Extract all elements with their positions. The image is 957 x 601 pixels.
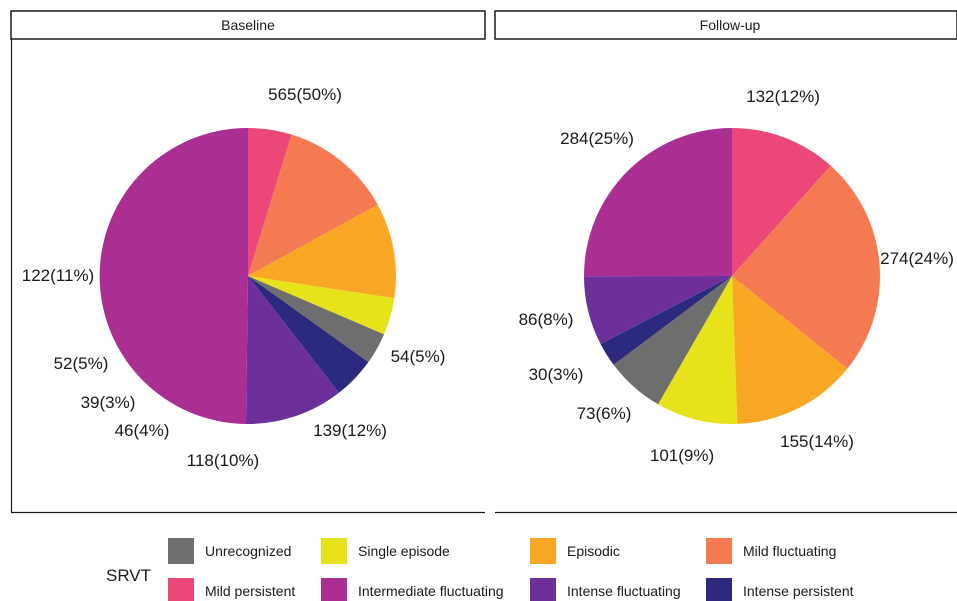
legend-label-mild-persistent: Mild persistent [205,583,295,599]
legend-key-intermediate-fluctuating [321,578,347,601]
pie-slice-follow-up-mild-persistent [732,128,831,276]
slice-label-follow-up-mild-fluctuating: 274(24%) [880,249,954,268]
legend-key-unrecognized [168,538,194,564]
pie-follow-up [583,128,880,424]
legend-label-single-episode: Single episode [358,543,450,559]
pie-slice-baseline-single-episode [248,276,395,335]
panel-follow-up-title: Follow-up [700,17,761,33]
legend-items: Unrecognized Single episode Episodic Mild f… [168,538,854,601]
slice-label-baseline-episodic: 118(10%) [187,451,259,470]
legend-key-episodic [530,538,556,564]
pie-slice-follow-up-episodic [732,276,848,424]
panel-baseline: Baseline 54(5%) 139(12%) 118(10%) 46(4%) 39(… [10,10,486,514]
legend-label-intermediate-fluctuating: Intermediate fluctuating [358,583,504,599]
legend-label-intense-persistent: Intense persistent [743,583,854,599]
slice-label-follow-up-intense-persistent: 30(3%) [529,365,584,384]
pie-slice-baseline-mild-persistent [248,128,292,276]
slice-label-baseline-intense-persistent: 52(5%) [54,354,109,373]
slice-label-follow-up-single-episode: 101(9%) [650,446,714,465]
pie-slice-baseline-intense-persistent [248,276,369,393]
legend-key-mild-persistent [168,578,194,601]
panel-baseline-title: Baseline [221,17,275,33]
slice-label-baseline-single-episode: 46(4%) [115,421,170,440]
slice-label-follow-up-unrecognized: 73(6%) [577,404,632,423]
legend-key-intense-fluctuating [530,578,556,601]
panel-follow-up-strip [494,10,957,40]
slice-label-baseline-unrecognized: 39(3%) [81,393,136,412]
slice-label-follow-up-intense-fluctuating: 86(8%) [519,310,574,329]
legend-key-mild-fluctuating [706,538,732,564]
panel-follow-up: Follow-up 132(12%) 274(24%) 155(14%) 101(9%… [494,10,957,514]
legend-label-episodic: Episodic [567,543,620,559]
legend-label-intense-fluctuating: Intense fluctuating [567,583,681,599]
legend-label-unrecognized: Unrecognized [205,543,291,559]
pie-slice-follow-up-intermediate-fluctuating [583,128,732,277]
pie-slice-baseline-unrecognized [248,276,384,363]
pie-slice-follow-up-intense-fluctuating [584,276,732,345]
panel-baseline-strip [10,10,486,40]
pie-slice-baseline-intense-fluctuating [245,276,339,425]
pie-slice-follow-up-intense-persistent [600,276,732,365]
slice-label-follow-up-episodic: 155(14%) [780,432,854,451]
slice-label-baseline-mild-fluctuating: 139(12%) [313,421,387,440]
slice-label-baseline-mild-persistent: 54(5%) [391,347,446,366]
legend-key-single-episode [321,538,347,564]
legend-key-intense-persistent [706,578,732,601]
pie-slice-follow-up-single-episode [658,276,738,424]
pie-slice-baseline-episodic [248,204,396,299]
legend-title: SRVT [106,566,151,585]
legend-label-mild-fluctuating: Mild fluctuating [743,543,836,559]
pie-slice-baseline-intermediate-fluctuating [99,127,248,424]
pie-slice-follow-up-unrecognized [613,276,732,405]
slice-label-baseline-intermediate-fluctuating: 565(50%) [268,85,342,104]
pie-baseline [99,127,396,425]
slice-label-follow-up-intermediate-fluctuating: 284(25%) [560,129,634,148]
pie-baseline-labels: 54(5%) 139(12%) 118(10%) 46(4%) 39(3%) 52(5%)… [22,85,446,470]
pie-slice-follow-up-mild-fluctuating [732,165,880,369]
legend: SRVT Unrecognized Single episode Episodic M… [106,538,854,601]
slice-label-follow-up-mild-persistent: 132(12%) [746,87,820,106]
slice-label-baseline-intense-fluctuating: 122(11%) [22,266,94,285]
pie-slice-baseline-mild-fluctuating [248,134,378,276]
pie-follow-up-labels: 132(12%) 274(24%) 155(14%) 101(9%) 73(6%) 30(… [519,87,954,465]
